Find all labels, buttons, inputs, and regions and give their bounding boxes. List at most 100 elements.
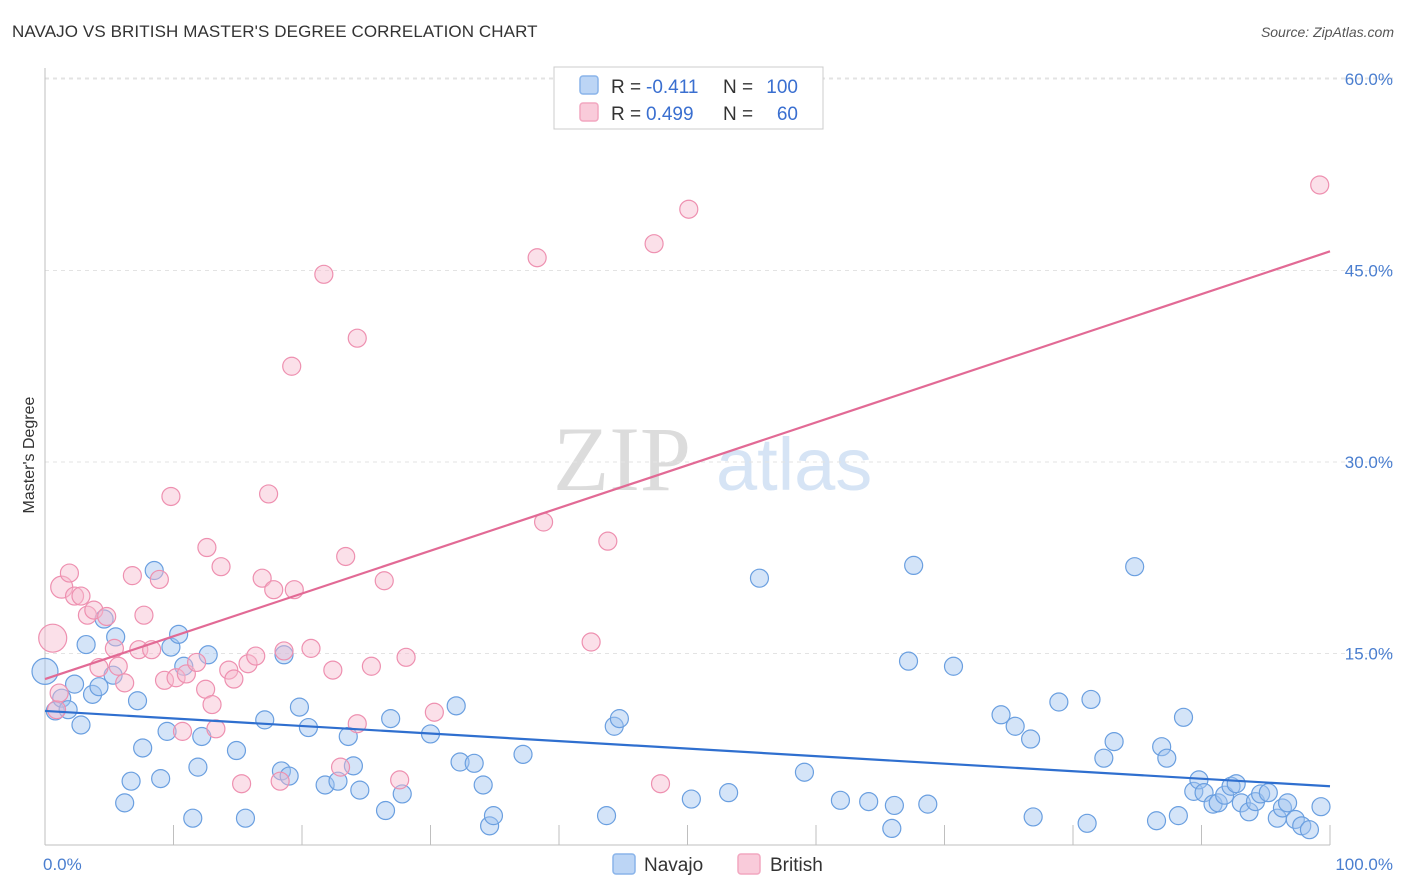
navajo-point (76, 634, 96, 655)
navajo-point (71, 715, 91, 735)
legend-n-value-british: 60 (777, 104, 798, 125)
navajo-point (381, 709, 401, 729)
navajo-point (127, 691, 148, 711)
axes (44, 68, 1331, 846)
british-point (264, 580, 284, 600)
navajo-point (991, 705, 1011, 725)
legend-swatch-navajo (579, 75, 599, 95)
navajo-point (350, 780, 370, 800)
navajo-point (1023, 807, 1043, 827)
british-point (197, 537, 217, 558)
legend-r-value-navajo: -0.411 (646, 77, 698, 98)
british-point (49, 683, 69, 703)
navajo-point (174, 656, 194, 676)
navajo-point (279, 766, 299, 786)
navajo-point (82, 684, 103, 704)
navajo-point (226, 740, 247, 761)
bottom-legend-label-british: British (770, 855, 823, 876)
y-axis-label: Master's Degree (21, 396, 38, 513)
british-point (390, 770, 410, 790)
navajo-point (943, 656, 964, 676)
navajo-point (1208, 793, 1228, 813)
navajo-point (609, 709, 629, 729)
navajo-point (1094, 748, 1114, 768)
tick-labels: 15.0% 30.0% 45.0% 60.0% 0.0% 100.0% (43, 70, 1393, 874)
british-point (274, 641, 294, 661)
navajo-point (473, 775, 493, 795)
navajo-point (1104, 731, 1124, 752)
navajo-point (1125, 557, 1145, 577)
navajo-point (719, 783, 739, 803)
british-point (424, 702, 444, 722)
british-point (314, 264, 334, 284)
navajo-point (133, 738, 153, 758)
british-point (396, 647, 416, 667)
british-point (650, 774, 671, 794)
british-point (232, 774, 252, 794)
navajo-point (749, 568, 770, 588)
british-point (374, 571, 394, 591)
navajo-point (884, 795, 904, 816)
navajo-point (483, 806, 504, 826)
british-point (679, 199, 699, 219)
chart-title: NAVAJO VS BRITISH MASTER'S DEGREE CORREL… (12, 22, 538, 41)
navajo-point (1272, 798, 1293, 818)
navajo-point (904, 555, 924, 576)
british-point (219, 660, 239, 680)
legend-r-label-navajo: R = (611, 77, 641, 98)
navajo-point (151, 769, 171, 789)
british-point (270, 771, 290, 791)
navajo-point (1020, 729, 1041, 749)
navajo-point (882, 818, 902, 839)
navajo-point (1146, 811, 1167, 831)
navajo-point (1299, 820, 1320, 840)
british-point (527, 248, 547, 268)
british-point (104, 638, 124, 658)
grid-lines (45, 77, 1395, 654)
legend-r-value-british: 0.499 (646, 104, 694, 125)
navajo-point (392, 784, 412, 804)
navajo-point (58, 700, 78, 720)
british-point (154, 670, 175, 690)
navajo-point (144, 560, 164, 581)
british-point (108, 656, 128, 676)
navajo-point (1081, 689, 1101, 710)
navajo-point (89, 677, 109, 697)
navajo-point (183, 808, 203, 828)
legend-r-label-british: R = (611, 104, 641, 125)
british-point (246, 646, 266, 666)
chart-source: Source: ZipAtlas.com (1260, 24, 1394, 40)
navajo-point (1251, 784, 1271, 804)
british-point (206, 719, 226, 739)
bottom-legend: Navajo British (612, 853, 823, 876)
navajo-point (513, 744, 533, 764)
british-point (97, 606, 117, 627)
navajo-point (315, 775, 335, 795)
british-point (71, 586, 91, 606)
british-point (149, 569, 169, 590)
british-point (644, 234, 664, 254)
british-point (161, 486, 181, 507)
navajo-point (830, 790, 851, 810)
bottom-legend-swatch-british (737, 853, 761, 875)
navajo-point (31, 657, 59, 685)
navajo-point (898, 651, 919, 671)
navajo-point (450, 752, 470, 772)
navajo-point (1005, 716, 1025, 736)
british-point (187, 652, 207, 673)
british-point (38, 623, 68, 653)
navajo-point (328, 771, 348, 791)
navajo-point (198, 645, 218, 665)
navajo-point (52, 688, 72, 708)
navajo-point (859, 791, 879, 812)
british-point (336, 546, 356, 567)
navajo-point (1152, 737, 1172, 757)
british-point (252, 568, 272, 588)
legend-box: R = -0.411 N = 100 R = 0.499 N = 60 (553, 66, 824, 130)
navajo-point (918, 794, 938, 814)
navajo-point (446, 696, 466, 716)
bottom-legend-label-navajo: Navajo (644, 855, 703, 876)
legend-n-label-british: N = (723, 104, 753, 125)
navajo-point (115, 793, 135, 813)
